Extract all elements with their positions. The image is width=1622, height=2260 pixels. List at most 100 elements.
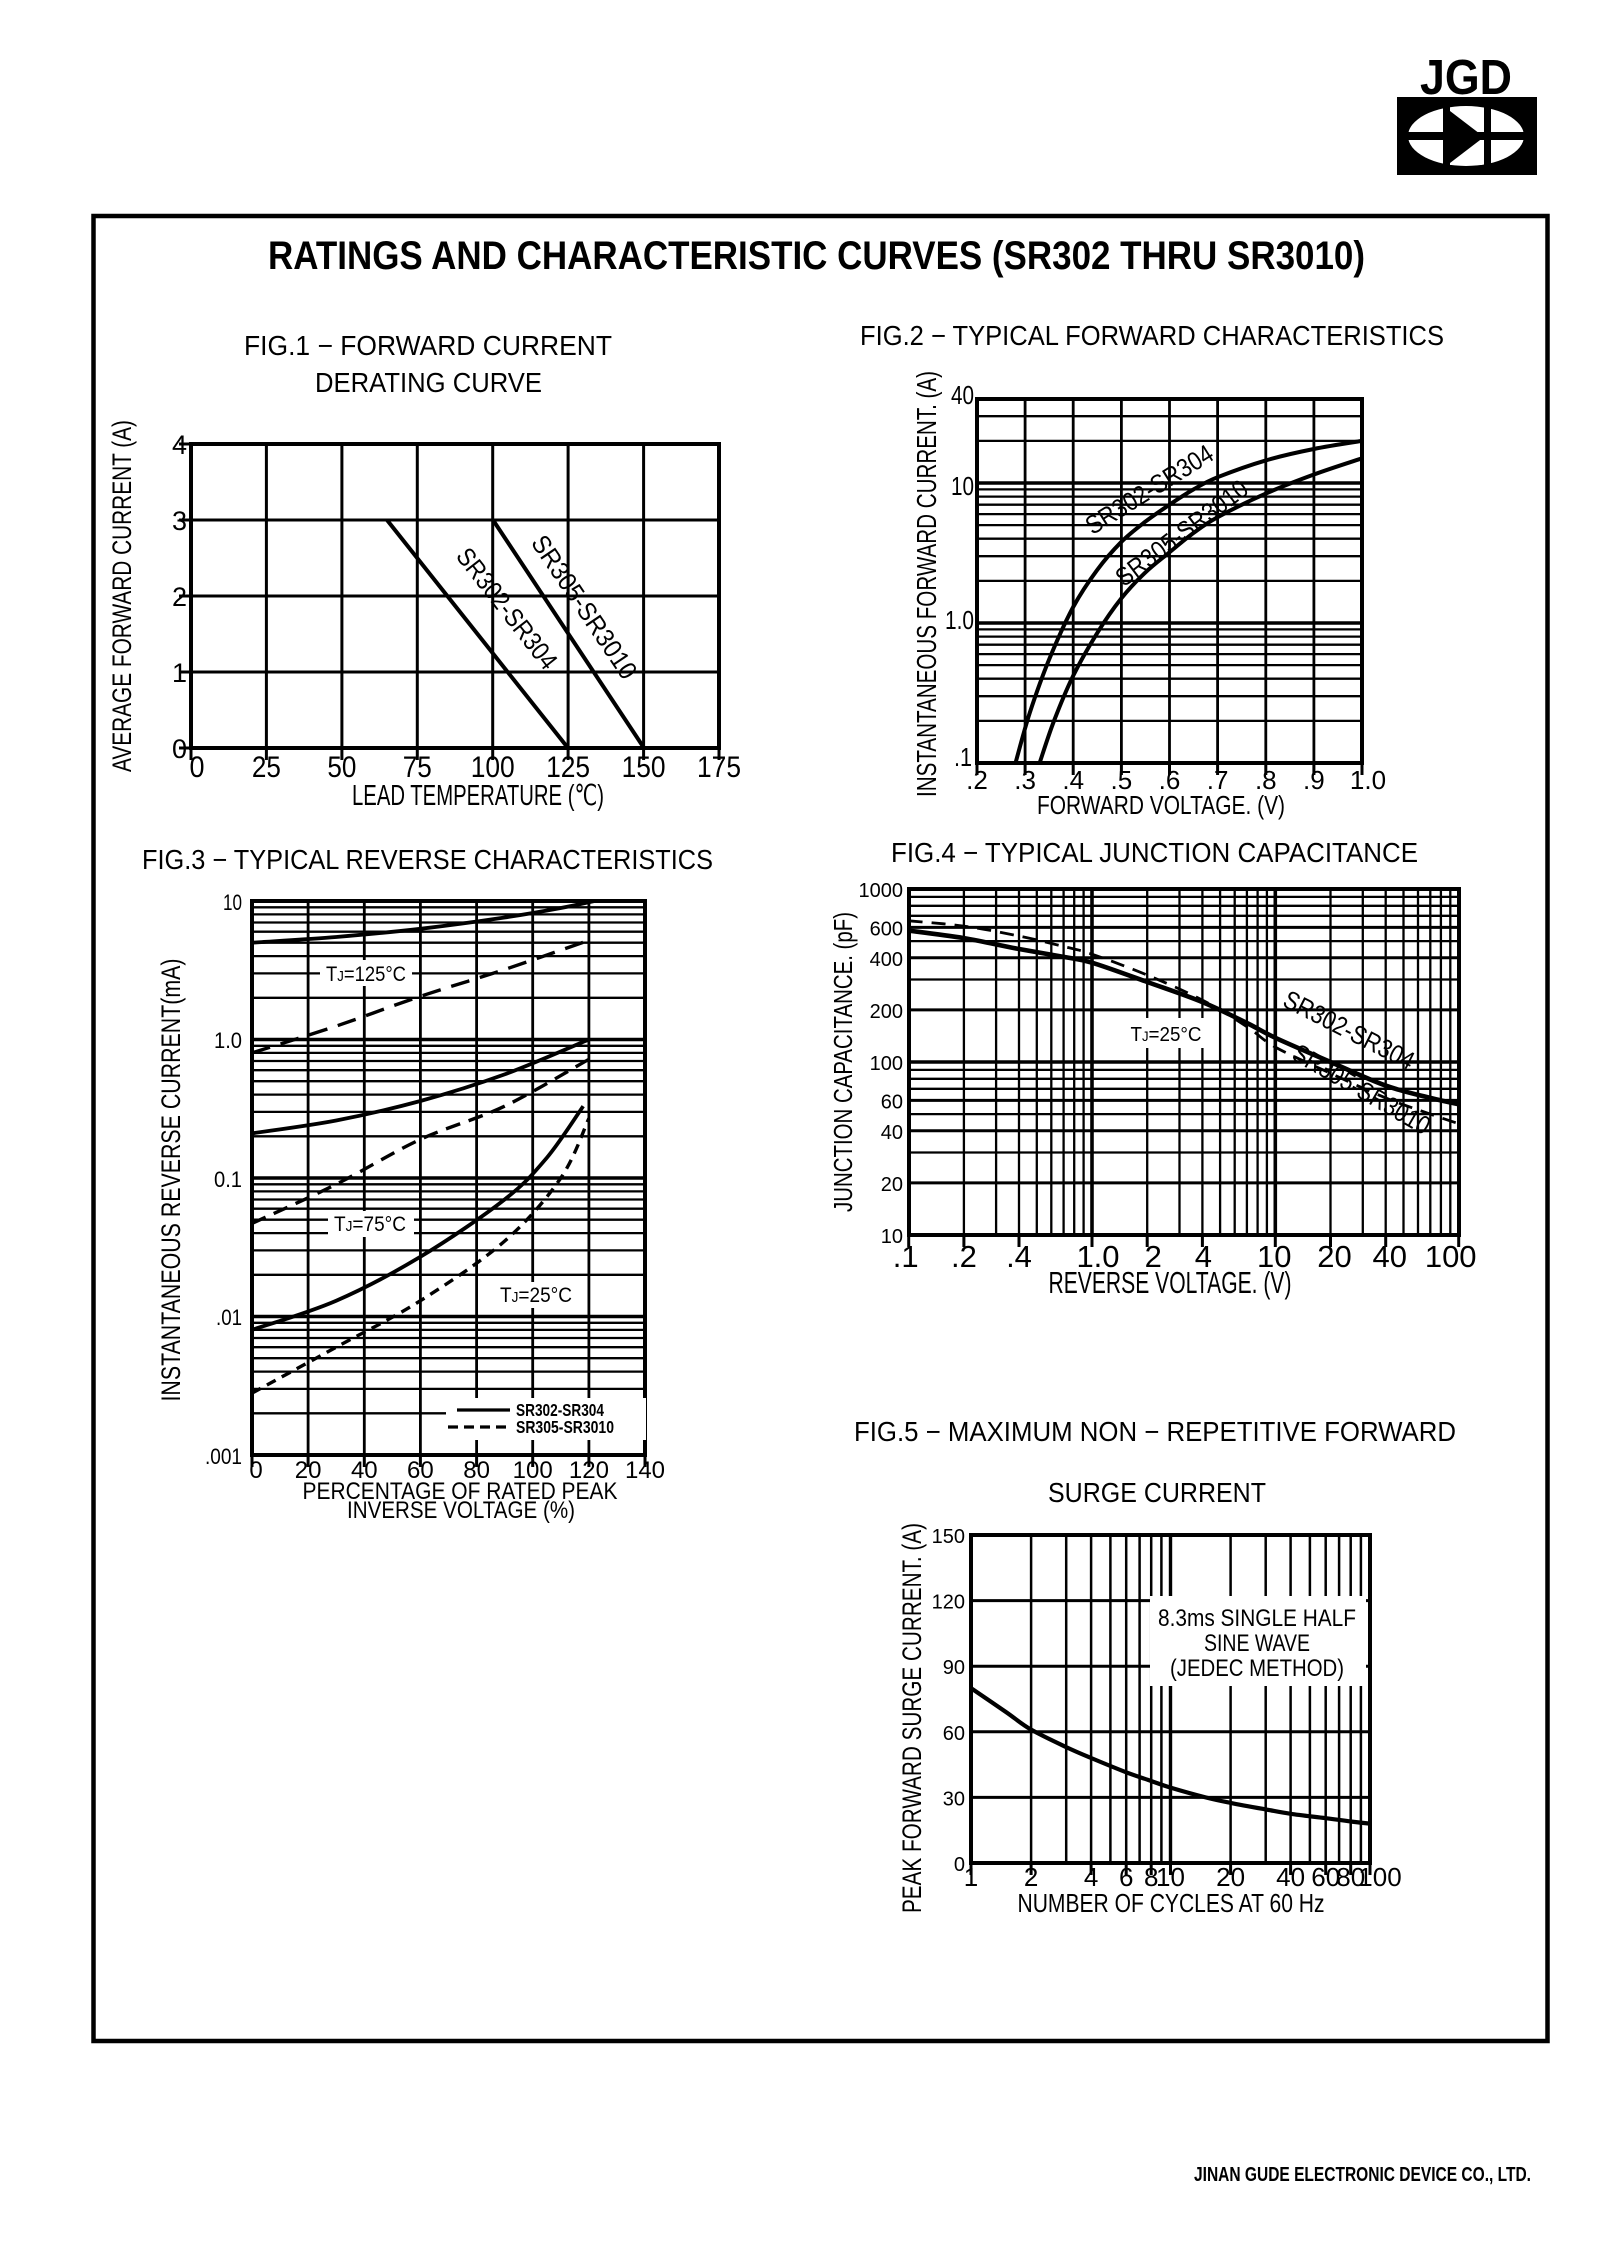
svg-text:10: 10 [1257, 1239, 1291, 1274]
svg-text:1.0: 1.0 [1350, 765, 1386, 795]
svg-text:100: 100 [1358, 1862, 1401, 1892]
svg-text:4: 4 [1195, 1239, 1212, 1274]
svg-text:1000: 1000 [859, 880, 904, 902]
svg-text:600: 600 [870, 918, 903, 940]
svg-text:1: 1 [964, 1862, 978, 1892]
svg-text:3: 3 [172, 506, 187, 536]
svg-text:10: 10 [223, 890, 242, 915]
svg-text:10: 10 [951, 471, 974, 501]
svg-text:40: 40 [881, 1122, 903, 1144]
svg-text:6: 6 [1119, 1862, 1133, 1892]
svg-text:150: 150 [622, 751, 666, 784]
svg-text:25: 25 [252, 751, 281, 784]
svg-text:175: 175 [697, 751, 741, 784]
svg-text:2: 2 [1145, 1239, 1162, 1274]
svg-text:1.0: 1.0 [1076, 1239, 1119, 1274]
svg-text:FIG.5 − MAXIMUM NON − REPETITI: FIG.5 − MAXIMUM NON − REPETITIVE FORWARD [854, 1416, 1456, 1447]
svg-text:75: 75 [403, 751, 432, 784]
svg-text:TJ=25°C: TJ=25°C [1131, 1024, 1202, 1046]
svg-text:.5: .5 [1111, 765, 1133, 795]
svg-text:40: 40 [951, 380, 974, 410]
svg-text:8: 8 [1144, 1862, 1158, 1892]
svg-text:30: 30 [943, 1788, 965, 1810]
svg-text:AVERAGE FORWARD CURRENT (A): AVERAGE FORWARD CURRENT (A) [107, 420, 137, 772]
svg-text:120: 120 [569, 1457, 609, 1484]
svg-text:80: 80 [1336, 1862, 1365, 1892]
svg-text:.1: .1 [954, 742, 972, 772]
svg-text:60: 60 [881, 1091, 903, 1113]
svg-text:SR305-SR3010: SR305-SR3010 [516, 1417, 614, 1437]
svg-text:0: 0 [190, 751, 205, 784]
svg-text:TJ=75°C: TJ=75°C [334, 1213, 406, 1236]
svg-text:4: 4 [172, 430, 187, 460]
svg-text:0: 0 [172, 734, 187, 764]
svg-text:10: 10 [881, 1226, 903, 1248]
svg-text:FIG.1 − FORWARD CURRENT: FIG.1 − FORWARD CURRENT [244, 330, 612, 361]
svg-text:.4: .4 [1062, 765, 1084, 795]
svg-text:40: 40 [1276, 1862, 1305, 1892]
svg-text:(JEDEC METHOD): (JEDEC METHOD) [1170, 1655, 1344, 1682]
svg-text:INVERSE VOLTAGE (%): INVERSE VOLTAGE (%) [347, 1497, 575, 1524]
svg-text:JUNCTION CAPACITANCE. (pF): JUNCTION CAPACITANCE. (pF) [828, 912, 858, 1212]
svg-text:.7: .7 [1207, 765, 1229, 795]
svg-text:100: 100 [870, 1053, 903, 1075]
svg-text:0: 0 [954, 1854, 965, 1876]
svg-text:LEAD TEMPERATURE (℃): LEAD TEMPERATURE (℃) [352, 780, 604, 812]
svg-text:JGD: JGD [1420, 51, 1512, 105]
svg-text:100: 100 [1425, 1239, 1477, 1274]
svg-text:JINAN GUDE ELECTRONIC DEVICE C: JINAN GUDE ELECTRONIC DEVICE CO., LTD. [1194, 2164, 1531, 2186]
svg-text:PERCENTAGE OF RATED PEAK: PERCENTAGE OF RATED PEAK [303, 1478, 618, 1505]
svg-text:90: 90 [943, 1657, 965, 1679]
svg-text:TJ=25°C: TJ=25°C [500, 1284, 572, 1307]
svg-text:2: 2 [1024, 1862, 1038, 1892]
svg-text:50: 50 [327, 751, 356, 784]
svg-text:20: 20 [1317, 1239, 1351, 1274]
svg-text:DERATING CURVE: DERATING CURVE [315, 367, 542, 398]
svg-text:FIG.3 − TYPICAL REVERSE CHARAC: FIG.3 − TYPICAL REVERSE CHARACTERISTICS [142, 844, 713, 875]
svg-text:10: 10 [1156, 1862, 1185, 1892]
svg-text:.1: .1 [893, 1239, 919, 1274]
svg-text:150: 150 [932, 1526, 965, 1548]
svg-text:40: 40 [1372, 1239, 1406, 1274]
svg-text:100: 100 [513, 1457, 553, 1484]
svg-text:60: 60 [1311, 1862, 1340, 1892]
svg-text:1.0: 1.0 [945, 605, 974, 635]
svg-text:.3: .3 [1014, 765, 1036, 795]
svg-text:REVERSE VOLTAGE. (V): REVERSE VOLTAGE. (V) [1049, 1265, 1292, 1300]
svg-text:.4: .4 [1006, 1239, 1032, 1274]
svg-text:20: 20 [295, 1457, 322, 1484]
svg-text:PEAK FORWARD SURGE CURRENT. (A: PEAK FORWARD SURGE CURRENT. (A) [897, 1523, 927, 1913]
svg-text:FIG.2 − TYPICAL FORWARD CHARAC: FIG.2 − TYPICAL FORWARD CHARACTERISTICS [860, 320, 1444, 351]
svg-text:INSTANTANEOUS FORWARD CURRENT.: INSTANTANEOUS FORWARD CURRENT. (A) [911, 371, 942, 797]
svg-text:8.3ms SINGLE HALF: 8.3ms SINGLE HALF [1158, 1605, 1356, 1632]
svg-text:FORWARD VOLTAGE. (V): FORWARD VOLTAGE. (V) [1037, 790, 1285, 820]
svg-text:.6: .6 [1159, 765, 1181, 795]
svg-text:FIG.4 − TYPICAL JUNCTION CAPAC: FIG.4 − TYPICAL JUNCTION CAPACITANCE [891, 837, 1418, 868]
svg-text:.2: .2 [951, 1239, 977, 1274]
svg-text:RATINGS AND CHARACTERISTIC CUR: RATINGS AND CHARACTERISTIC CURVES (SR302… [268, 234, 1365, 278]
svg-text:20: 20 [881, 1174, 903, 1196]
svg-text:SR302-SR304: SR302-SR304 [516, 1400, 604, 1420]
svg-text:NUMBER OF CYCLES AT 60 Hz: NUMBER OF CYCLES AT 60 Hz [1018, 1888, 1325, 1918]
svg-text:1.0: 1.0 [214, 1028, 242, 1053]
svg-text:.9: .9 [1303, 765, 1325, 795]
svg-text:0: 0 [249, 1457, 262, 1484]
svg-text:400: 400 [870, 949, 903, 971]
svg-text:100: 100 [471, 751, 515, 784]
svg-text:.01: .01 [216, 1305, 242, 1330]
svg-text:20: 20 [1216, 1862, 1245, 1892]
svg-text:200: 200 [870, 1001, 903, 1023]
svg-text:1: 1 [172, 658, 187, 688]
svg-text:60: 60 [407, 1457, 434, 1484]
svg-text:.2: .2 [966, 765, 988, 795]
svg-text:60: 60 [943, 1723, 965, 1745]
svg-text:40: 40 [351, 1457, 378, 1484]
svg-text:.8: .8 [1255, 765, 1277, 795]
svg-text:INSTANTANEOUS REVERSE CURRENT(: INSTANTANEOUS REVERSE CURRENT(mA) [156, 959, 186, 1402]
svg-text:140: 140 [625, 1457, 665, 1484]
svg-text:4: 4 [1084, 1862, 1098, 1892]
svg-text:80: 80 [463, 1457, 490, 1484]
svg-text:SURGE CURRENT: SURGE CURRENT [1048, 1477, 1266, 1508]
svg-text:2: 2 [172, 582, 187, 612]
svg-text:SINE WAVE: SINE WAVE [1204, 1630, 1310, 1657]
